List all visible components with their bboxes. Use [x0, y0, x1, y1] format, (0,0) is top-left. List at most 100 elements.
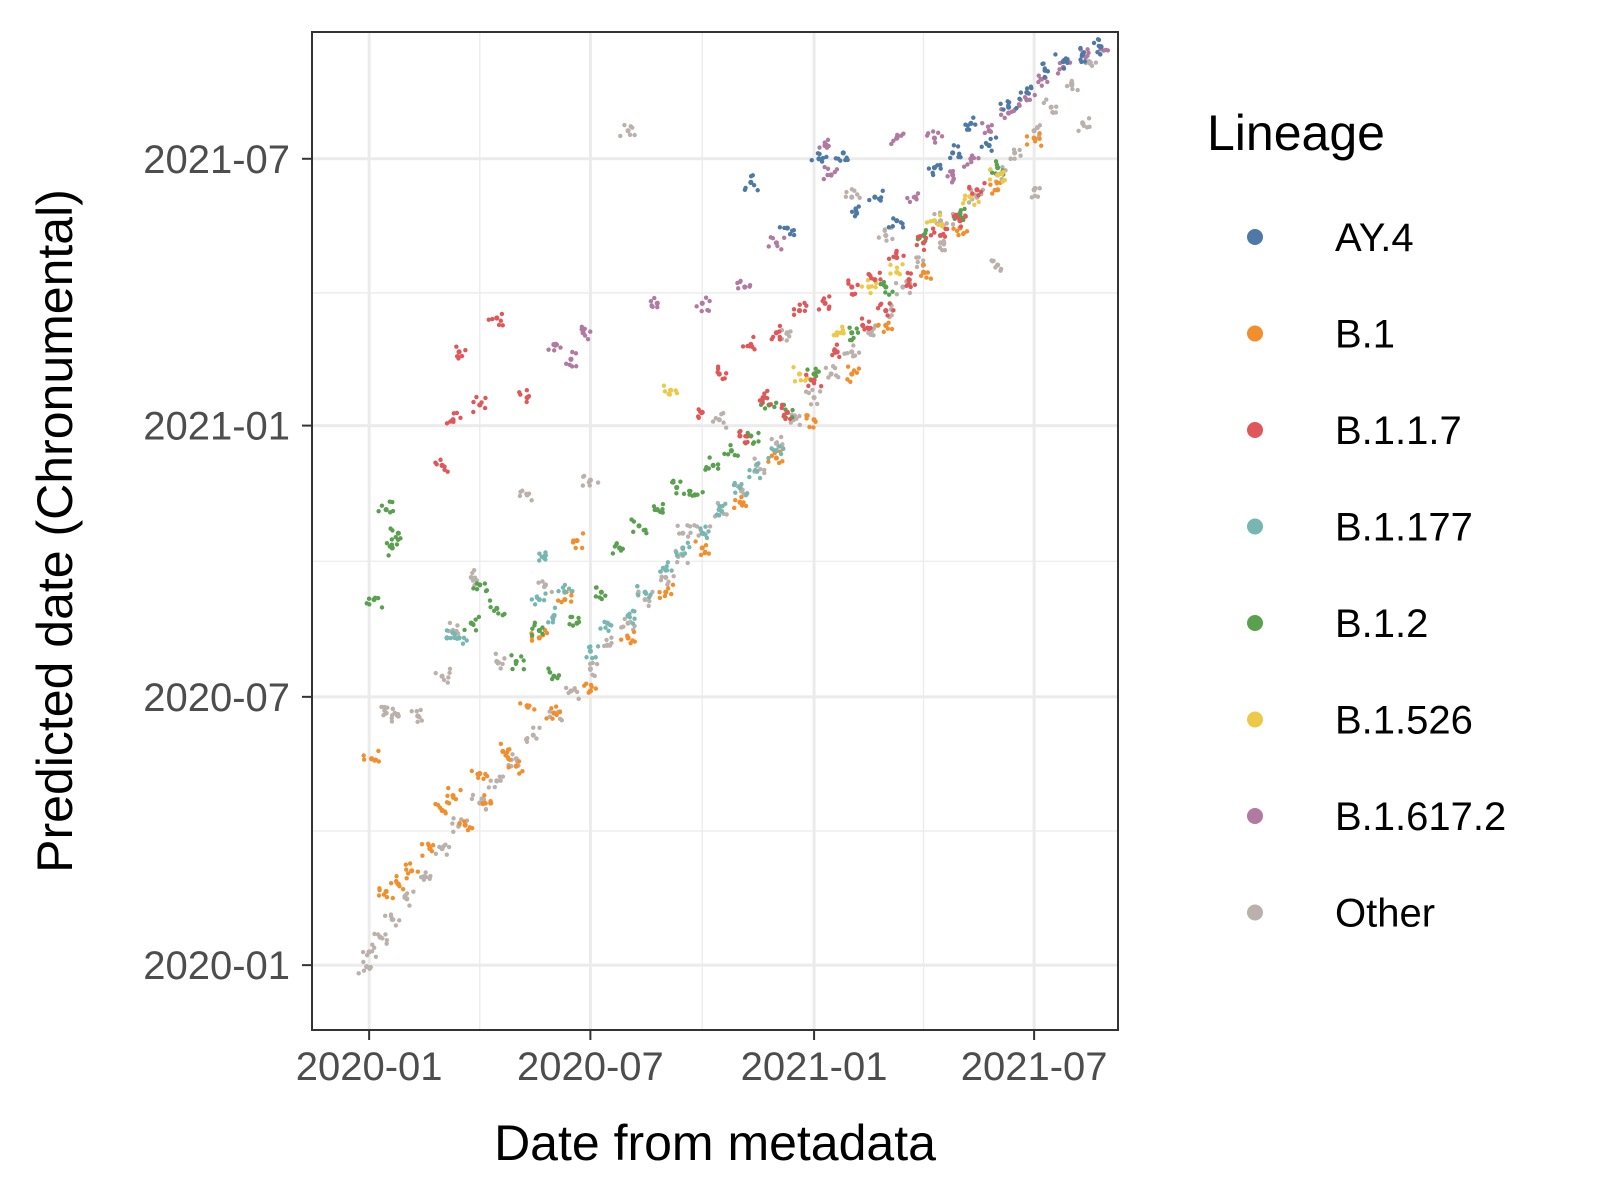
data-point	[666, 579, 671, 585]
data-point	[553, 704, 559, 709]
data-point	[978, 189, 984, 195]
data-point	[542, 584, 547, 589]
data-point	[747, 474, 752, 480]
data-point	[852, 214, 858, 219]
data-point	[979, 144, 984, 149]
data-point	[779, 247, 784, 252]
data-point	[437, 844, 442, 850]
data-point	[661, 383, 667, 388]
data-point	[947, 155, 953, 161]
x-tick-label: 2021-07	[961, 1045, 1108, 1089]
data-point	[821, 176, 827, 182]
data-point	[570, 588, 575, 594]
data-point	[832, 347, 837, 352]
data-point	[900, 284, 906, 290]
data-point	[509, 653, 514, 658]
data-point	[873, 285, 878, 290]
data-point	[455, 623, 460, 628]
data-point	[756, 439, 761, 444]
data-point	[492, 784, 497, 790]
data-point	[392, 710, 397, 716]
data-point	[768, 402, 774, 407]
data-point	[849, 349, 855, 355]
data-point	[733, 498, 738, 503]
data-point	[546, 347, 551, 352]
data-point	[924, 220, 930, 225]
data-point	[543, 591, 548, 596]
data-point	[778, 451, 784, 457]
data-point	[657, 595, 663, 601]
data-point	[972, 202, 977, 207]
data-point	[587, 648, 593, 654]
data-point	[518, 489, 523, 494]
data-point	[806, 390, 812, 396]
data-point	[1091, 40, 1097, 46]
y-tick-label: 2020-07	[143, 676, 290, 720]
data-point	[677, 531, 682, 536]
data-point	[388, 912, 394, 917]
data-point	[525, 735, 530, 741]
data-point	[588, 329, 593, 334]
data-point	[851, 343, 856, 348]
data-point	[940, 224, 945, 229]
data-point	[998, 101, 1003, 107]
data-point	[630, 638, 635, 643]
data-point	[1026, 91, 1032, 96]
data-point	[445, 793, 450, 798]
panel-background	[312, 32, 1118, 1030]
data-point	[872, 194, 878, 200]
data-point	[594, 661, 600, 667]
data-point	[985, 124, 991, 129]
data-point	[824, 154, 829, 160]
data-point	[592, 673, 597, 679]
data-point	[803, 377, 808, 383]
data-point	[797, 413, 802, 419]
data-point	[555, 598, 561, 603]
y-tick-label: 2021-01	[143, 405, 290, 449]
data-point	[540, 631, 545, 637]
data-point	[930, 226, 936, 231]
data-point	[900, 221, 905, 226]
data-point	[954, 228, 960, 234]
data-point	[757, 475, 763, 481]
data-point	[723, 425, 729, 430]
data-point	[722, 376, 727, 381]
data-point	[405, 871, 411, 876]
data-point	[663, 589, 669, 595]
data-point	[383, 932, 388, 937]
data-point	[618, 133, 623, 139]
data-point	[690, 493, 695, 498]
data-point	[559, 718, 565, 723]
data-point	[837, 354, 842, 360]
data-point	[409, 868, 415, 874]
data-point	[588, 667, 593, 672]
data-point	[562, 596, 568, 603]
data-point	[394, 874, 399, 879]
data-point	[674, 491, 679, 496]
data-point	[751, 334, 756, 340]
data-point	[852, 291, 858, 297]
data-point	[423, 870, 428, 875]
data-point	[699, 545, 705, 551]
data-point	[581, 473, 587, 479]
data-point	[1079, 53, 1085, 59]
data-point	[780, 446, 786, 452]
data-point	[825, 166, 831, 171]
data-point	[739, 494, 744, 500]
data-point	[473, 628, 479, 633]
data-point	[524, 739, 530, 745]
data-point	[524, 395, 530, 400]
data-point	[742, 187, 748, 193]
data-point	[549, 676, 555, 682]
data-point	[1075, 87, 1080, 93]
data-point	[696, 533, 701, 538]
data-point	[500, 661, 505, 667]
data-point	[924, 275, 929, 280]
data-point	[417, 715, 422, 720]
data-point	[376, 759, 382, 764]
data-point	[644, 530, 649, 536]
data-point	[446, 844, 452, 850]
data-point	[387, 510, 393, 515]
data-point	[990, 259, 995, 264]
data-point	[822, 164, 827, 170]
